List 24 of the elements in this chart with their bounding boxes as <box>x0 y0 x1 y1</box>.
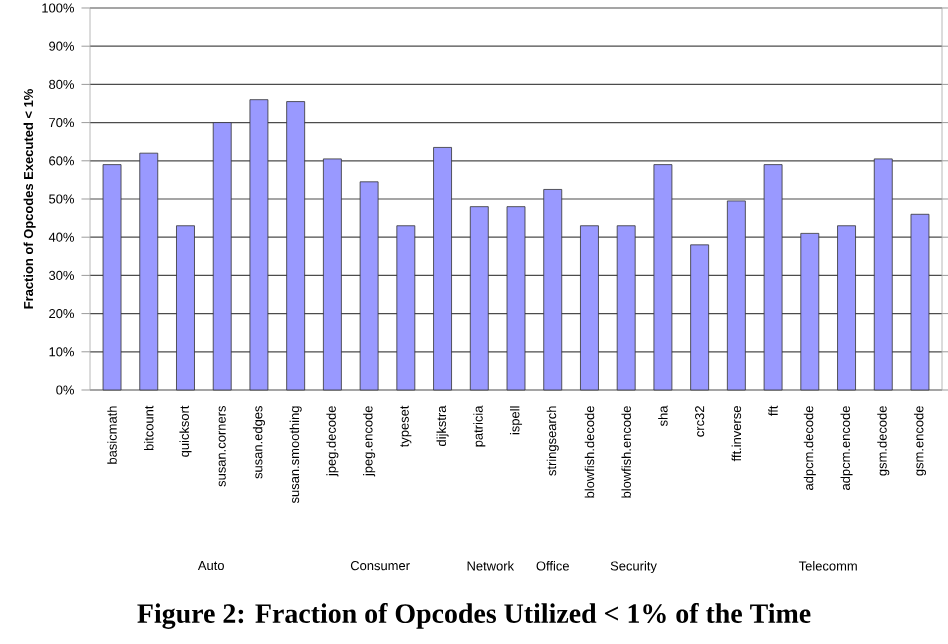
bar <box>690 244 710 391</box>
bar <box>286 101 306 391</box>
bar <box>102 164 122 391</box>
bar <box>506 206 526 391</box>
bar <box>910 213 930 391</box>
bar <box>396 225 416 391</box>
bar <box>322 158 342 391</box>
bar <box>800 232 820 391</box>
bar <box>653 164 673 391</box>
bar <box>873 158 893 391</box>
bar <box>249 99 269 391</box>
bar <box>616 225 636 391</box>
bar <box>469 206 489 391</box>
bar <box>176 225 195 391</box>
bar <box>433 147 452 391</box>
text: Figure 2: Fraction of Opcodes Utilized < 1% of the Time <box>137 603 811 629</box>
bar <box>359 181 379 391</box>
bar <box>139 152 159 391</box>
bar <box>837 225 856 391</box>
bar <box>763 164 783 391</box>
bar <box>212 122 232 391</box>
bar <box>580 225 599 391</box>
bar <box>543 189 563 391</box>
bar <box>726 200 746 391</box>
